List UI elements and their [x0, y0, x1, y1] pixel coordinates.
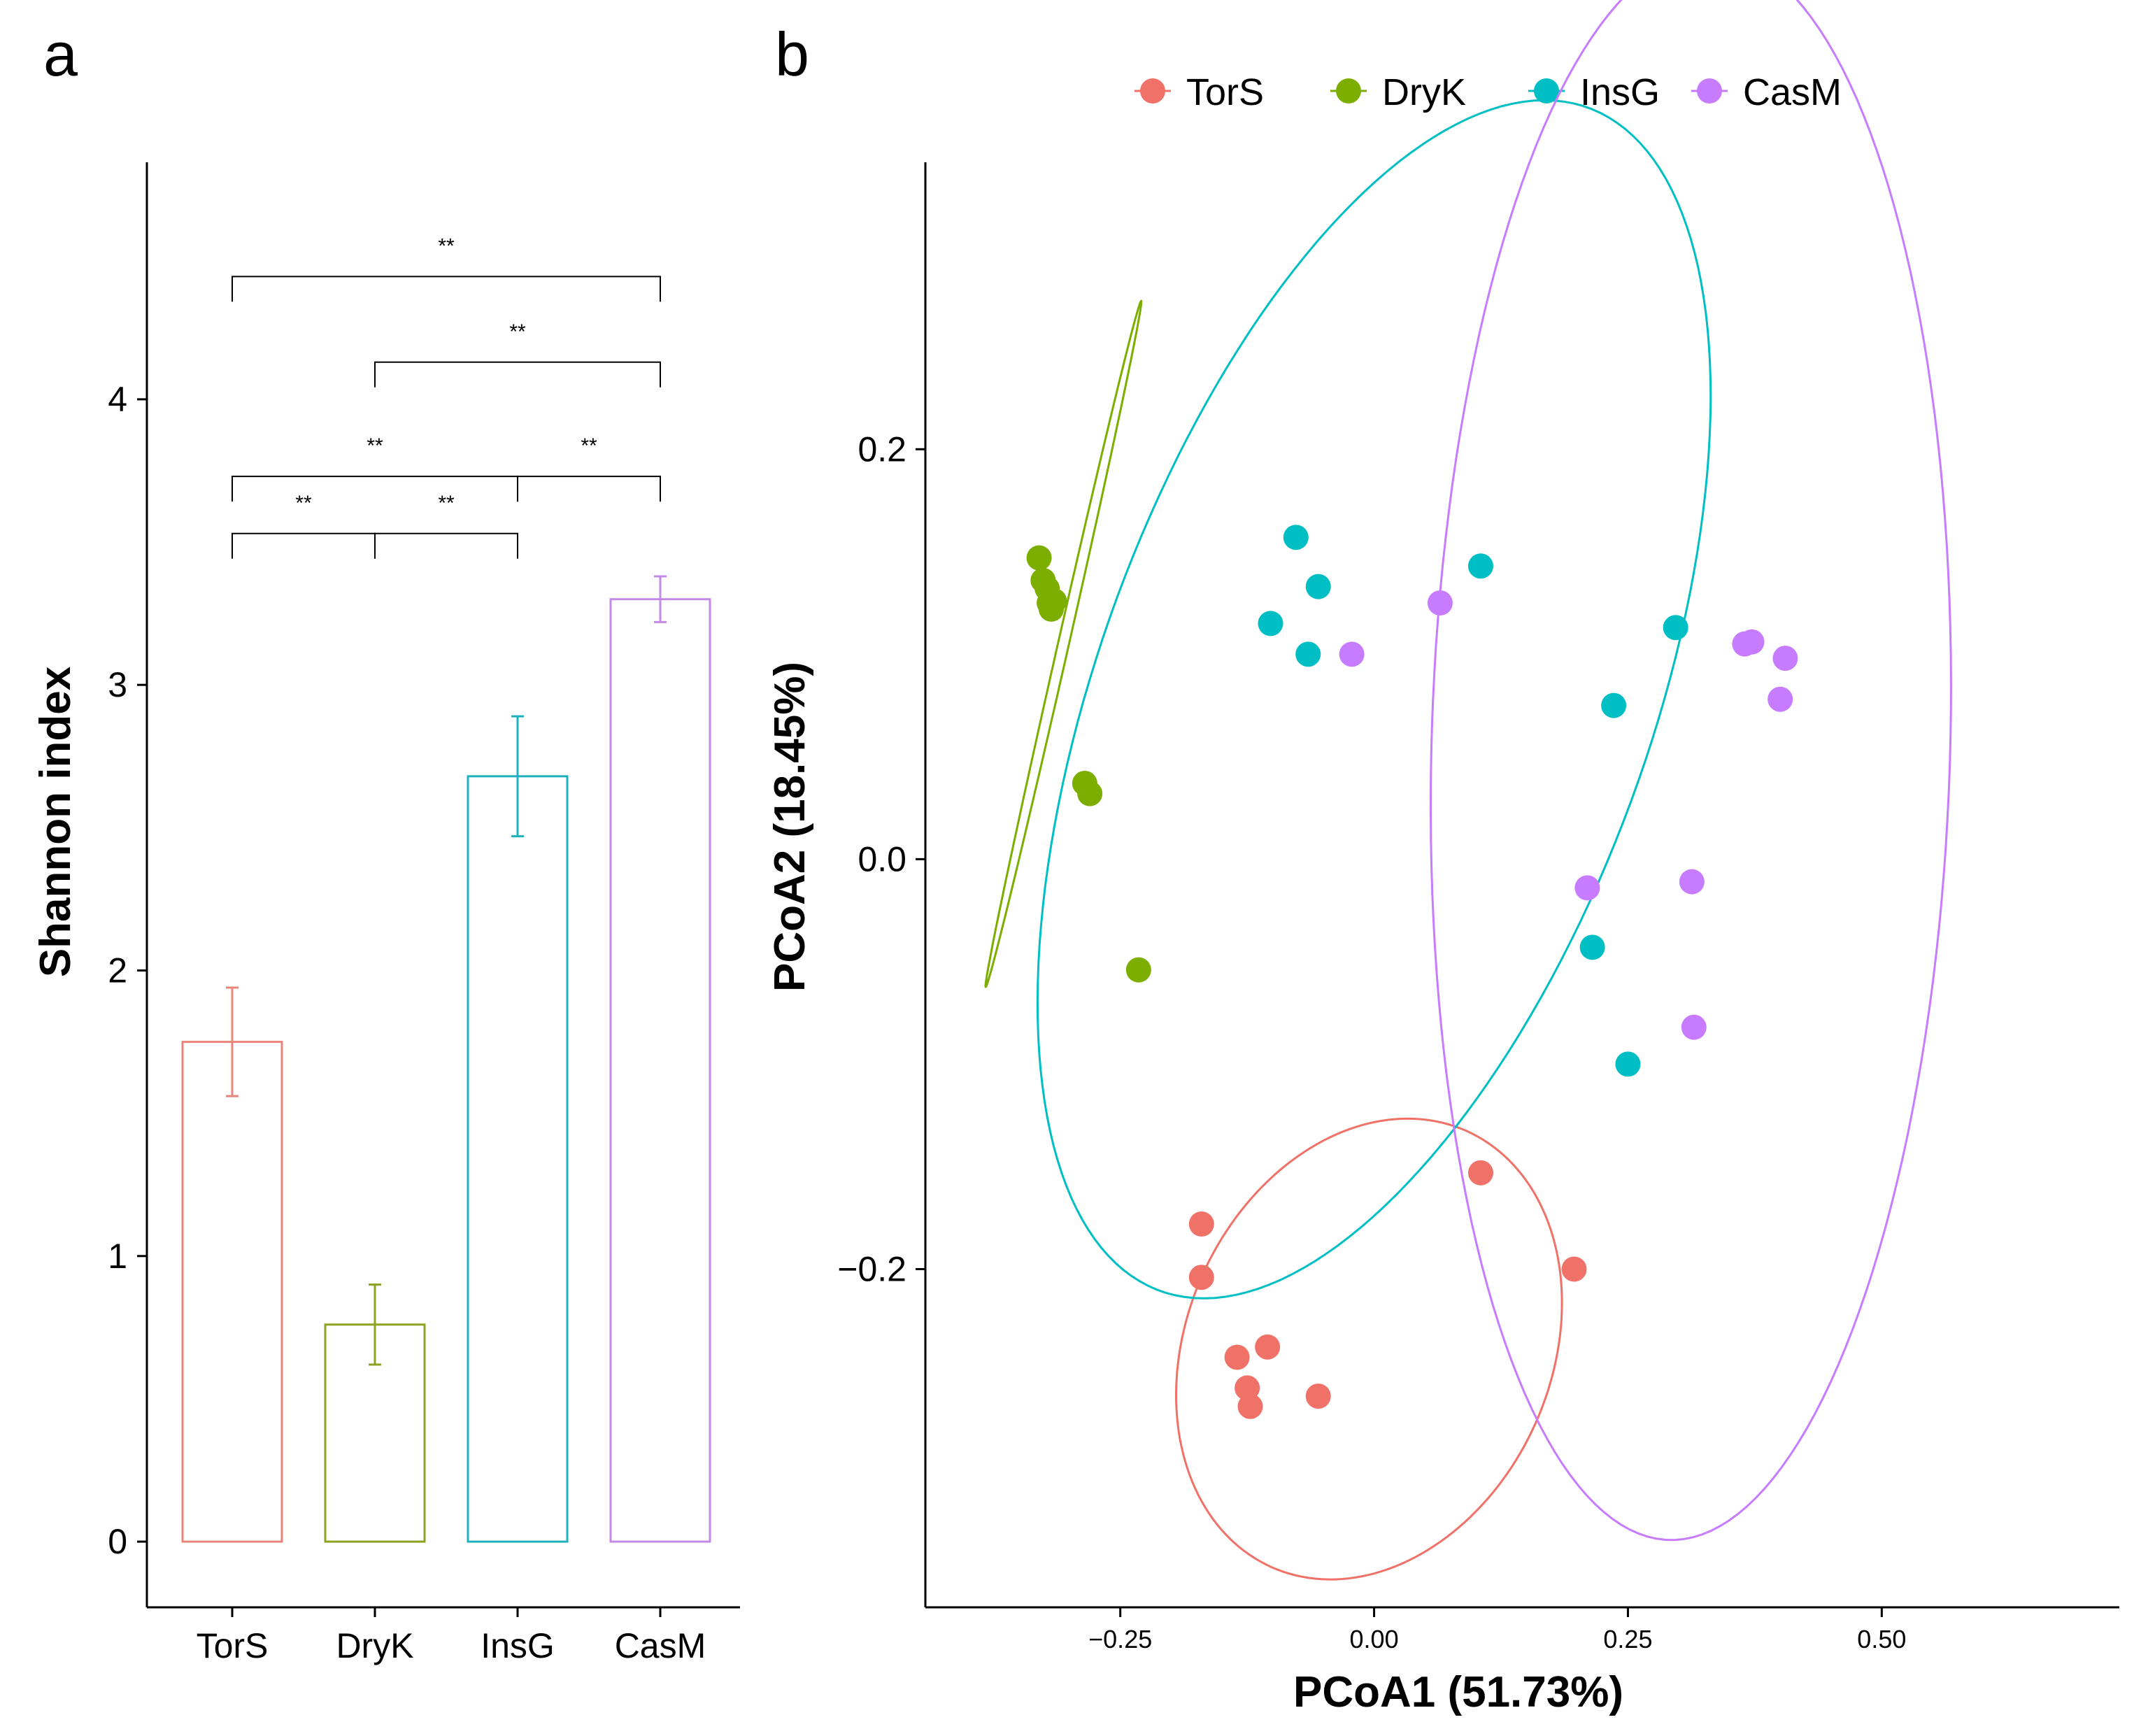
- ellipse-TorS: [1174, 1117, 1563, 1581]
- x-tick-label: 0.00: [1350, 1625, 1399, 1653]
- point-InsG: [1305, 574, 1331, 599]
- significance-label: **: [509, 320, 526, 343]
- y-tick-label: 3: [108, 665, 127, 704]
- ellipse-CasM: [1429, 0, 1952, 1542]
- y-tick-label: −0.2: [837, 1249, 906, 1288]
- y-axis-title: PCoA2 (18.45%): [766, 662, 814, 992]
- pcoa-scatter-chart: TorS DryK InsG CasM −0.2 0.0 0.2 −0.25 0.00 0.2…: [766, 0, 2119, 1716]
- x-tick-label: −0.25: [1088, 1625, 1152, 1653]
- point-InsG: [1663, 615, 1688, 641]
- shannon-bar-chart: 0 1 2 3 4 ** ** ** ** ** ** TorS DryK InsG CasM Shan…: [31, 162, 740, 1665]
- legend-label-DryK: DryK: [1382, 71, 1466, 113]
- point-DryK: [1125, 957, 1151, 983]
- significance-bracket: [517, 476, 661, 502]
- point-TorS: [1188, 1211, 1214, 1237]
- point-CasM: [1339, 641, 1365, 667]
- point-CasM: [1427, 590, 1453, 616]
- point-TorS: [1561, 1256, 1587, 1282]
- panel-label-b: b: [775, 20, 809, 89]
- x-tick-label: DryK: [336, 1626, 413, 1665]
- point-CasM: [1681, 1014, 1707, 1040]
- significance-label: **: [438, 234, 455, 257]
- x-tick-label: InsG: [481, 1626, 555, 1665]
- ellipse-InsG: [1036, 99, 1712, 1300]
- significance-bracket: [374, 532, 518, 559]
- legend-key-InsG: [1534, 78, 1559, 104]
- point-InsG: [1258, 611, 1283, 636]
- y-tick-label: 2: [108, 951, 127, 990]
- point-CasM: [1679, 869, 1705, 895]
- point-CasM: [1739, 629, 1765, 655]
- y-axis-title: Shannon index: [31, 666, 80, 977]
- legend-key-CasM: [1697, 78, 1722, 104]
- bar-InsG: [467, 775, 569, 1543]
- y-tick-label: 4: [108, 380, 127, 419]
- point-DryK: [1077, 781, 1103, 806]
- point-TorS: [1237, 1393, 1263, 1419]
- point-TorS: [1188, 1265, 1214, 1290]
- significance-bracket: [232, 276, 661, 302]
- significance-label: **: [438, 492, 455, 515]
- significance-bracket: [232, 476, 518, 502]
- point-InsG: [1579, 934, 1605, 960]
- significance-label: **: [367, 434, 383, 457]
- bar-CasM: [609, 598, 711, 1543]
- point-InsG: [1467, 553, 1493, 579]
- y-tick-label: 0.0: [858, 839, 906, 878]
- y-tick-label: 0.2: [858, 429, 906, 469]
- significance-bracket: [374, 361, 661, 387]
- x-tick-label: 0.50: [1857, 1625, 1906, 1653]
- x-tick-label: CasM: [615, 1626, 706, 1665]
- significance-label: **: [581, 434, 597, 457]
- point-InsG: [1615, 1051, 1641, 1077]
- x-tick-label: 0.25: [1603, 1625, 1652, 1653]
- significance-label: **: [295, 492, 312, 515]
- point-TorS: [1224, 1344, 1250, 1370]
- legend-label-CasM: CasM: [1743, 71, 1842, 113]
- point-InsG: [1283, 525, 1309, 550]
- legend: TorS DryK InsG CasM: [1134, 71, 1842, 113]
- x-axis-title: PCoA1 (51.73%): [1293, 1668, 1623, 1716]
- bar-TorS: [181, 1041, 283, 1543]
- legend-label-TorS: TorS: [1186, 71, 1264, 113]
- legend-label-InsG: InsG: [1580, 71, 1660, 113]
- point-DryK: [1041, 588, 1067, 614]
- legend-key-DryK: [1336, 78, 1361, 104]
- point-CasM: [1767, 686, 1793, 712]
- y-tick-label: 0: [108, 1522, 127, 1561]
- point-DryK: [1026, 545, 1052, 571]
- legend-key-TorS: [1140, 78, 1165, 104]
- point-TorS: [1467, 1160, 1493, 1186]
- significance-bracket: [232, 532, 376, 559]
- point-CasM: [1772, 646, 1798, 671]
- point-TorS: [1305, 1383, 1331, 1409]
- point-CasM: [1574, 875, 1600, 901]
- point-InsG: [1601, 692, 1627, 718]
- y-tick-label: 1: [108, 1237, 127, 1276]
- point-InsG: [1295, 641, 1321, 667]
- ellipse-DryK: [984, 299, 1143, 988]
- point-TorS: [1255, 1334, 1281, 1360]
- panel-label-a: a: [43, 20, 78, 89]
- x-tick-label: TorS: [197, 1626, 269, 1665]
